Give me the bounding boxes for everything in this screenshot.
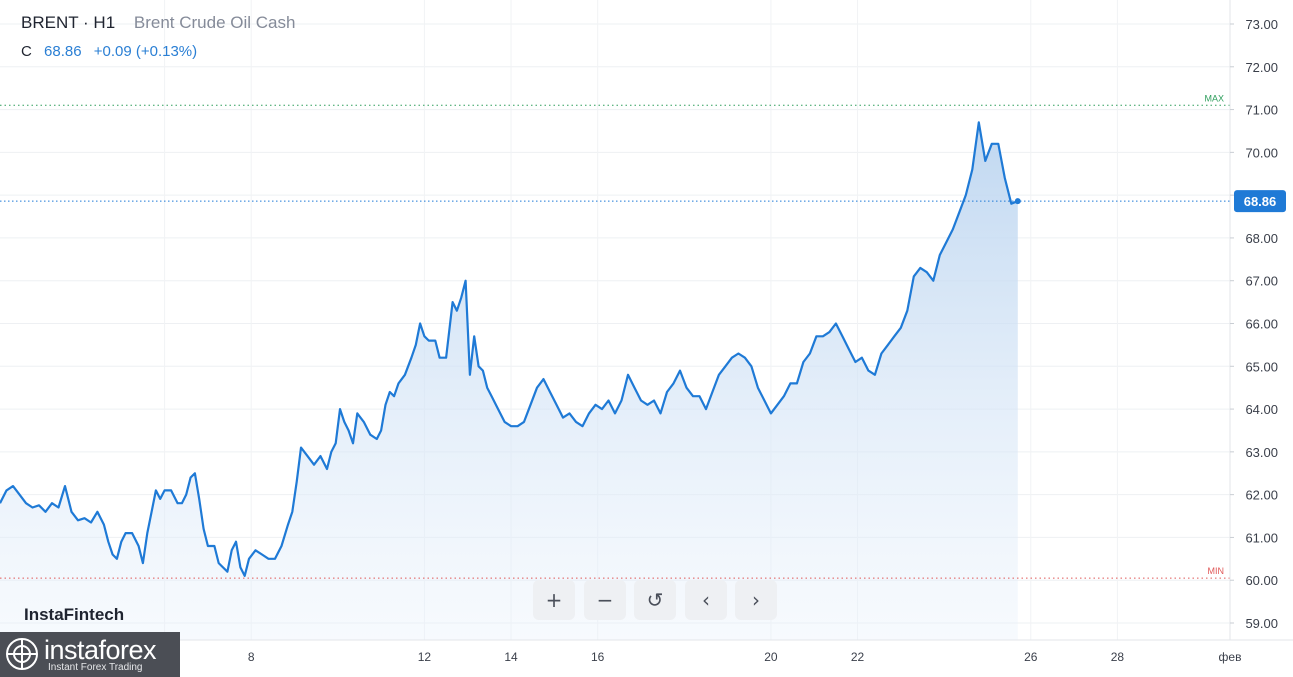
max-label: MAX	[1204, 93, 1224, 103]
x-tick-label: 22	[851, 650, 865, 664]
scroll-right-button[interactable]: ›	[735, 580, 777, 620]
price-area	[0, 122, 1018, 640]
x-tick-label: 14	[504, 650, 518, 664]
logo-tagline: Instant Forex Trading	[48, 662, 143, 673]
zoom-out-button[interactable]: −	[584, 580, 626, 620]
y-tick-label: 62.00	[1245, 488, 1278, 503]
zoom-in-button[interactable]: +	[533, 580, 575, 620]
symbol-label: BRENT · H1	[21, 13, 116, 32]
y-tick-label: 73.00	[1245, 17, 1278, 32]
x-tick-label: 12	[418, 650, 432, 664]
last-point	[1014, 198, 1021, 205]
instrument-name: Brent Crude Oil Cash	[133, 13, 296, 32]
x-tick-label: 16	[591, 650, 605, 664]
y-tick-label: 72.00	[1245, 60, 1278, 75]
y-tick-label: 66.00	[1245, 317, 1278, 332]
min-label: MIN	[1208, 566, 1225, 576]
last-price-box	[1234, 190, 1286, 213]
y-axis: 59.00 60.00 61.00 62.00 63.00 64.00 65.00 66.00…	[1230, 17, 1278, 631]
instaforex-logo: instaforex Instant Forex Trading	[0, 632, 180, 677]
x-tick-label: фев	[1219, 650, 1242, 664]
close-label: C	[21, 43, 32, 60]
area-fill	[0, 122, 1018, 640]
x-tick-label: 28	[1111, 650, 1125, 664]
brand-watermark: InstaFintech	[24, 605, 125, 624]
scroll-left-button[interactable]: ‹	[685, 580, 727, 620]
reset-zoom-button[interactable]: ↺	[634, 580, 676, 620]
last-price-badge: 68.86	[1234, 190, 1286, 213]
y-tick-label: 60.00	[1245, 573, 1278, 588]
y-tick-label: 71.00	[1245, 103, 1278, 118]
y-tick-label: 59.00	[1245, 616, 1278, 631]
y-tick-label: 64.00	[1245, 402, 1278, 417]
quote-line: C 68.86 +0.09 (+0.13%)	[21, 43, 197, 60]
logo-wordmark: instaforex	[44, 635, 157, 665]
series-line	[0, 121, 1019, 577]
y-tick-label: 63.00	[1245, 445, 1278, 460]
y-tick-label: 68.00	[1245, 231, 1278, 246]
x-tick-label: 20	[764, 650, 778, 664]
y-tick-label: 65.00	[1245, 359, 1278, 374]
y-tick-label: 61.00	[1245, 530, 1278, 545]
price-change: +0.09 (+0.13%)	[93, 43, 198, 60]
close-value: 68.86	[44, 43, 82, 60]
last-price-label: 68.86	[1244, 194, 1277, 209]
y-tick-label: 70.00	[1245, 145, 1278, 160]
chart-header: BRENT · H1 Brent Crude Oil Cash	[21, 13, 295, 33]
reference-lines: MAX MIN	[0, 93, 1230, 579]
x-tick-label: 8	[248, 650, 255, 664]
y-tick-label: 67.00	[1245, 274, 1278, 289]
instaforex-mark-icon	[6, 638, 38, 670]
x-tick-label: 26	[1024, 650, 1038, 664]
x-axis: 6812141620222628фев	[161, 650, 1241, 664]
price-line	[0, 121, 1021, 577]
